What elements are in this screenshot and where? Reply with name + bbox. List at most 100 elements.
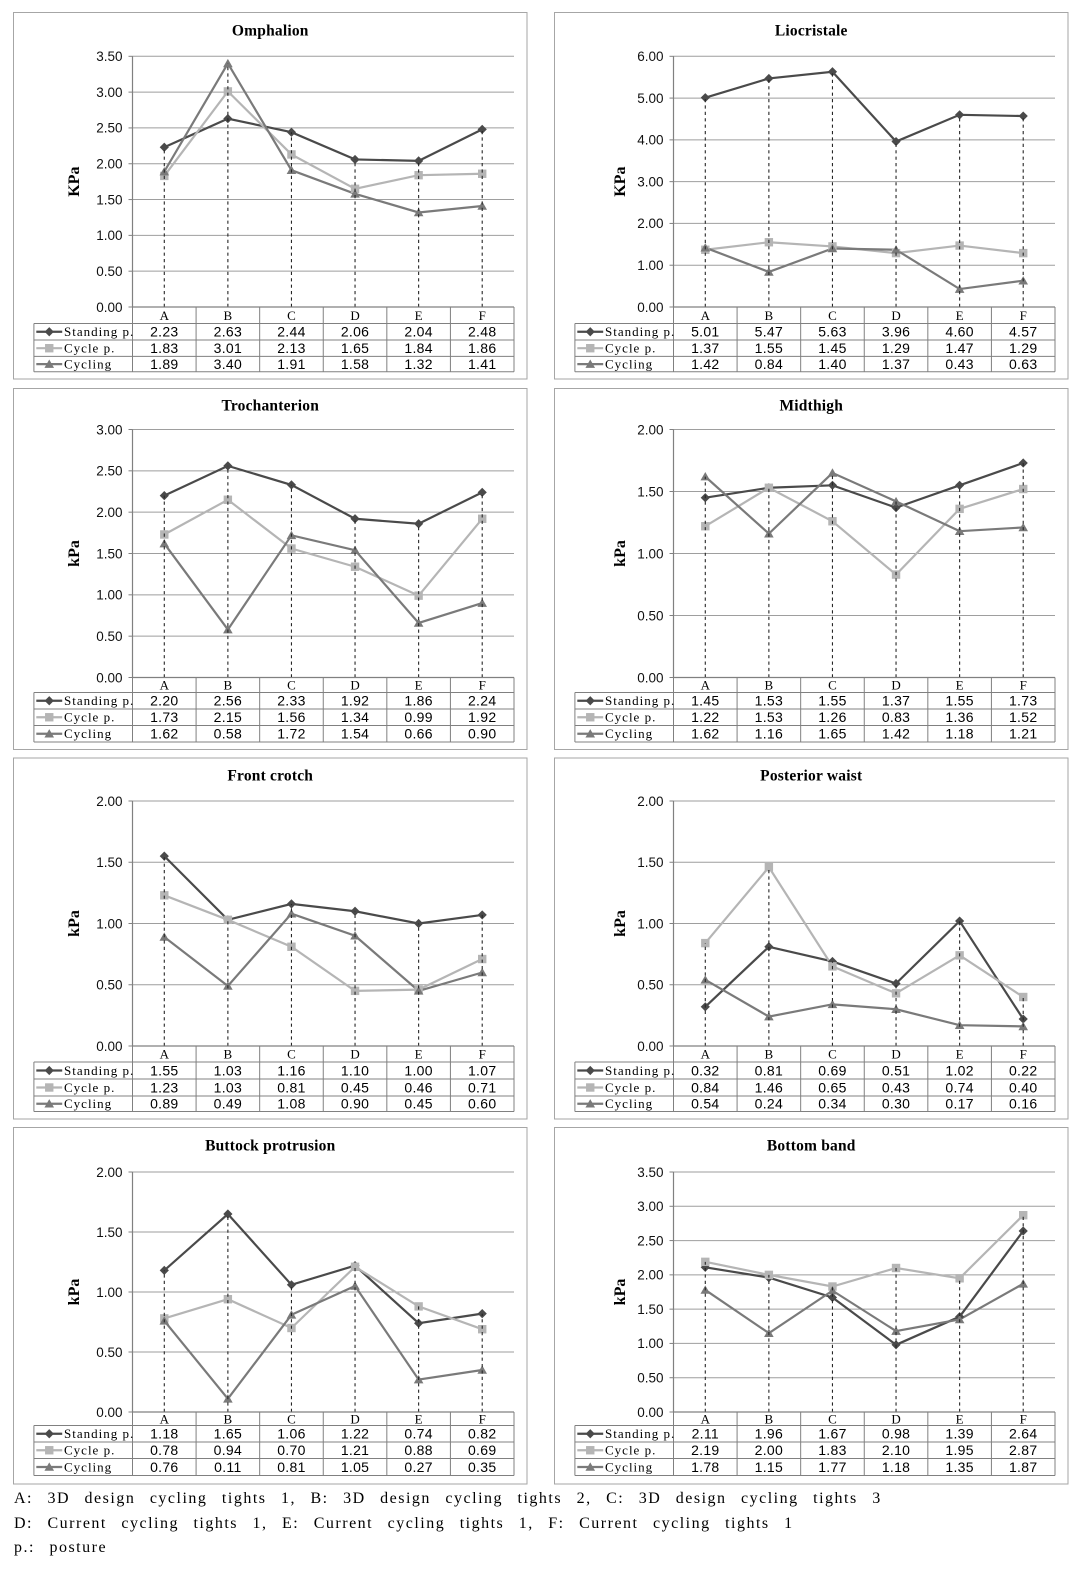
svg-text:1.65: 1.65 <box>341 340 369 356</box>
svg-text:C: C <box>828 308 837 323</box>
svg-text:1.50: 1.50 <box>96 192 122 207</box>
svg-text:1.52: 1.52 <box>1009 709 1037 725</box>
svg-text:Standing p.: Standing p. <box>605 693 675 708</box>
svg-text:Standing p.: Standing p. <box>605 1426 675 1441</box>
svg-text:5.01: 5.01 <box>691 324 719 340</box>
svg-text:Standing p.: Standing p. <box>64 324 134 339</box>
svg-text:0.40: 0.40 <box>1009 1079 1037 1095</box>
svg-text:0.27: 0.27 <box>404 1459 432 1475</box>
svg-text:0.32: 0.32 <box>691 1062 719 1078</box>
svg-text:1.65: 1.65 <box>818 726 846 742</box>
svg-text:1.55: 1.55 <box>818 693 846 709</box>
svg-text:KPa: KPa <box>66 167 83 197</box>
svg-text:0.00: 0.00 <box>637 670 663 685</box>
svg-text:2.00: 2.00 <box>96 505 122 520</box>
svg-text:1.22: 1.22 <box>341 1426 369 1442</box>
svg-text:1.58: 1.58 <box>341 356 369 372</box>
svg-text:D: D <box>350 308 359 323</box>
svg-text:2.11: 2.11 <box>692 1426 719 1442</box>
svg-text:2.00: 2.00 <box>96 157 122 172</box>
svg-text:1.02: 1.02 <box>945 1062 973 1078</box>
svg-text:1.26: 1.26 <box>818 709 846 725</box>
svg-text:1.55: 1.55 <box>150 1062 178 1078</box>
svg-text:1.16: 1.16 <box>277 1062 305 1078</box>
svg-text:Cycle p.: Cycle p. <box>605 1080 656 1095</box>
svg-text:0.81: 0.81 <box>277 1079 305 1095</box>
svg-text:E: E <box>956 1047 964 1062</box>
svg-text:kPa: kPa <box>612 910 629 937</box>
svg-text:Standing p.: Standing p. <box>64 693 134 708</box>
svg-text:1.91: 1.91 <box>277 356 305 372</box>
svg-text:2.24: 2.24 <box>468 693 496 709</box>
svg-text:E: E <box>956 678 964 693</box>
svg-text:0.81: 0.81 <box>755 1062 783 1078</box>
svg-text:1.18: 1.18 <box>945 726 973 742</box>
svg-text:E: E <box>956 308 964 323</box>
svg-text:3.00: 3.00 <box>96 422 122 437</box>
svg-text:1.34: 1.34 <box>341 709 369 725</box>
svg-text:0.00: 0.00 <box>637 1039 663 1054</box>
svg-text:1.50: 1.50 <box>96 855 122 870</box>
svg-text:1.21: 1.21 <box>1009 726 1037 742</box>
svg-text:1.54: 1.54 <box>341 726 369 742</box>
svg-text:0.83: 0.83 <box>882 709 910 725</box>
svg-text:C: C <box>828 1411 837 1426</box>
svg-text:0.50: 0.50 <box>637 608 663 623</box>
svg-text:1.77: 1.77 <box>818 1459 846 1475</box>
svg-text:1.86: 1.86 <box>468 340 496 356</box>
svg-text:2.56: 2.56 <box>214 693 242 709</box>
svg-text:Cycle p.: Cycle p. <box>605 341 656 356</box>
svg-text:0.43: 0.43 <box>882 1079 910 1095</box>
svg-text:0.50: 0.50 <box>637 978 663 993</box>
svg-text:0.81: 0.81 <box>277 1459 305 1475</box>
svg-text:1.65: 1.65 <box>214 1426 242 1442</box>
svg-text:2.00: 2.00 <box>637 794 663 809</box>
svg-text:1.73: 1.73 <box>1009 693 1037 709</box>
svg-text:1.00: 1.00 <box>96 228 122 243</box>
svg-text:0.58: 0.58 <box>214 726 242 742</box>
svg-text:D: D <box>891 1411 900 1426</box>
svg-text:Standing p.: Standing p. <box>605 1063 675 1078</box>
svg-text:1.23: 1.23 <box>150 1079 178 1095</box>
svg-text:2.50: 2.50 <box>96 121 122 136</box>
svg-text:A: A <box>160 1411 170 1426</box>
svg-text:1.50: 1.50 <box>637 855 663 870</box>
svg-text:0.50: 0.50 <box>96 629 122 644</box>
svg-text:1.45: 1.45 <box>818 340 846 356</box>
svg-text:F: F <box>1020 1047 1027 1062</box>
svg-text:1.36: 1.36 <box>945 709 973 725</box>
svg-text:E: E <box>415 1411 423 1426</box>
svg-text:Omphalion: Omphalion <box>232 23 309 40</box>
svg-text:1.37: 1.37 <box>691 340 719 356</box>
svg-text:5.63: 5.63 <box>818 324 846 340</box>
svg-text:Trochanterion: Trochanterion <box>221 398 319 415</box>
svg-text:3.01: 3.01 <box>214 340 242 356</box>
svg-text:1.83: 1.83 <box>818 1442 846 1458</box>
svg-text:D: D <box>350 678 359 693</box>
svg-text:0.50: 0.50 <box>96 1345 122 1360</box>
svg-text:2.00: 2.00 <box>96 794 122 809</box>
svg-text:0.45: 0.45 <box>341 1079 369 1095</box>
svg-text:1.00: 1.00 <box>637 916 663 931</box>
svg-text:1.32: 1.32 <box>404 356 432 372</box>
svg-text:2.10: 2.10 <box>882 1442 910 1458</box>
svg-text:1.35: 1.35 <box>945 1459 973 1475</box>
svg-text:0.88: 0.88 <box>404 1442 432 1458</box>
svg-text:1.37: 1.37 <box>882 693 910 709</box>
svg-text:C: C <box>287 1411 296 1426</box>
svg-text:0.82: 0.82 <box>468 1426 496 1442</box>
svg-text:1.45: 1.45 <box>691 693 719 709</box>
svg-text:A: A <box>701 1411 711 1426</box>
svg-text:0.00: 0.00 <box>96 1405 122 1420</box>
svg-text:Posterior waist: Posterior waist <box>760 768 863 785</box>
svg-text:E: E <box>415 678 423 693</box>
svg-text:1.10: 1.10 <box>341 1062 369 1078</box>
svg-text:0.65: 0.65 <box>818 1079 846 1095</box>
svg-text:F: F <box>1020 678 1027 693</box>
svg-text:Cycling: Cycling <box>605 1096 653 1111</box>
svg-text:1.50: 1.50 <box>96 546 122 561</box>
svg-text:Cycling: Cycling <box>64 356 112 371</box>
svg-text:0.90: 0.90 <box>341 1096 369 1112</box>
svg-text:F: F <box>479 1411 486 1426</box>
svg-text:F: F <box>479 678 486 693</box>
